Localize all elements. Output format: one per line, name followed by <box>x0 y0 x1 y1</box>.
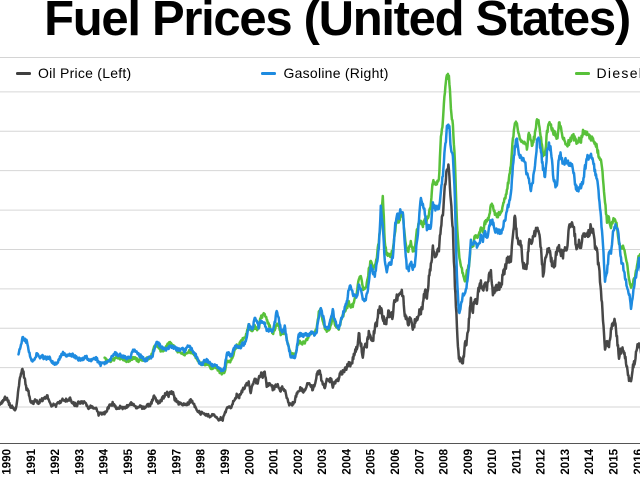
svg-text:2010: 2010 <box>487 449 499 475</box>
svg-text:1997: 1997 <box>172 449 184 475</box>
svg-text:1996: 1996 <box>147 449 159 475</box>
svg-text:2015: 2015 <box>609 448 621 474</box>
svg-text:1994: 1994 <box>99 448 111 474</box>
svg-text:2014: 2014 <box>584 448 596 474</box>
svg-text:1999: 1999 <box>220 449 232 475</box>
svg-text:1990: 1990 <box>2 449 14 475</box>
svg-text:1993: 1993 <box>74 449 86 475</box>
svg-text:2008: 2008 <box>439 448 451 474</box>
svg-text:1992: 1992 <box>50 449 62 475</box>
svg-text:2004: 2004 <box>341 448 353 474</box>
svg-text:2011: 2011 <box>511 448 523 474</box>
svg-text:1991: 1991 <box>26 448 38 474</box>
svg-text:2009: 2009 <box>463 449 475 475</box>
svg-text:2012: 2012 <box>536 449 548 475</box>
svg-text:2016: 2016 <box>633 449 640 475</box>
svg-text:2000: 2000 <box>244 449 256 475</box>
svg-text:2013: 2013 <box>560 449 572 475</box>
svg-text:2005: 2005 <box>366 448 378 474</box>
svg-text:2001: 2001 <box>269 448 281 474</box>
svg-text:1998: 1998 <box>196 448 208 474</box>
svg-text:2002: 2002 <box>293 449 305 475</box>
svg-text:2007: 2007 <box>414 449 426 475</box>
svg-text:2006: 2006 <box>390 449 402 475</box>
svg-text:2003: 2003 <box>317 449 329 475</box>
svg-text:1995: 1995 <box>123 448 135 474</box>
